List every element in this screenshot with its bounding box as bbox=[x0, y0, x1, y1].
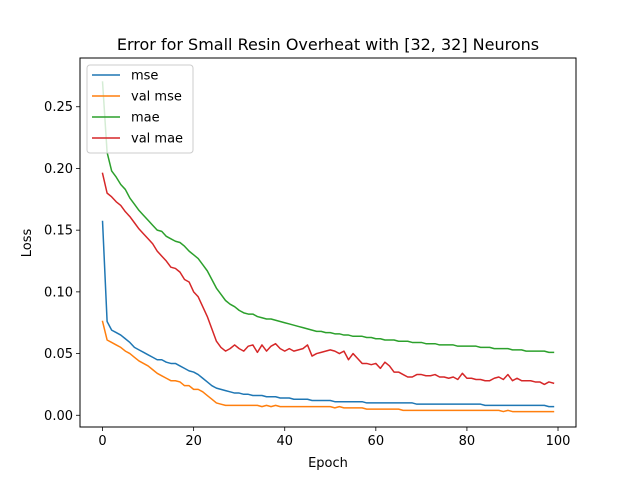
series-line-val-mse bbox=[101, 320, 555, 413]
x-tick-label: 100 bbox=[546, 434, 571, 449]
x-tick-label: 40 bbox=[276, 434, 293, 449]
y-axis: 0.00 0.05 0.10 0.15 0.20 0.25 bbox=[44, 100, 80, 424]
x-tick-label: 20 bbox=[185, 434, 202, 449]
y-tick-label: 0.15 bbox=[44, 224, 73, 239]
series-layer bbox=[101, 81, 555, 413]
legend-box bbox=[86, 64, 194, 154]
plot-frame bbox=[79, 57, 577, 428]
y-tick-label: 0.05 bbox=[44, 347, 73, 362]
legend-label: mae bbox=[131, 111, 160, 126]
legend-label: mse bbox=[131, 69, 158, 84]
y-axis-label: Loss bbox=[20, 229, 35, 258]
legend: mse val mse mae val mae bbox=[86, 64, 194, 154]
y-tick-label: 0.00 bbox=[44, 409, 73, 424]
x-tick-label: 60 bbox=[368, 434, 385, 449]
x-tick-label: 80 bbox=[459, 434, 476, 449]
series-line-val-mae bbox=[101, 172, 555, 386]
y-tick-label: 0.10 bbox=[44, 285, 73, 300]
x-axis-label: Epoch bbox=[308, 456, 348, 471]
x-tick-label: 0 bbox=[98, 434, 106, 449]
y-tick-label: 0.20 bbox=[44, 162, 73, 177]
legend-label: val mse bbox=[131, 90, 182, 105]
y-tick-label: 0.25 bbox=[44, 100, 73, 115]
series-line-mse bbox=[101, 220, 555, 408]
x-axis: 0 20 40 60 80 100 bbox=[98, 427, 570, 449]
chart-title: Error for Small Resin Overheat with [32,… bbox=[117, 35, 539, 54]
legend-label: val mae bbox=[131, 132, 183, 147]
series-line-mae bbox=[101, 81, 555, 354]
